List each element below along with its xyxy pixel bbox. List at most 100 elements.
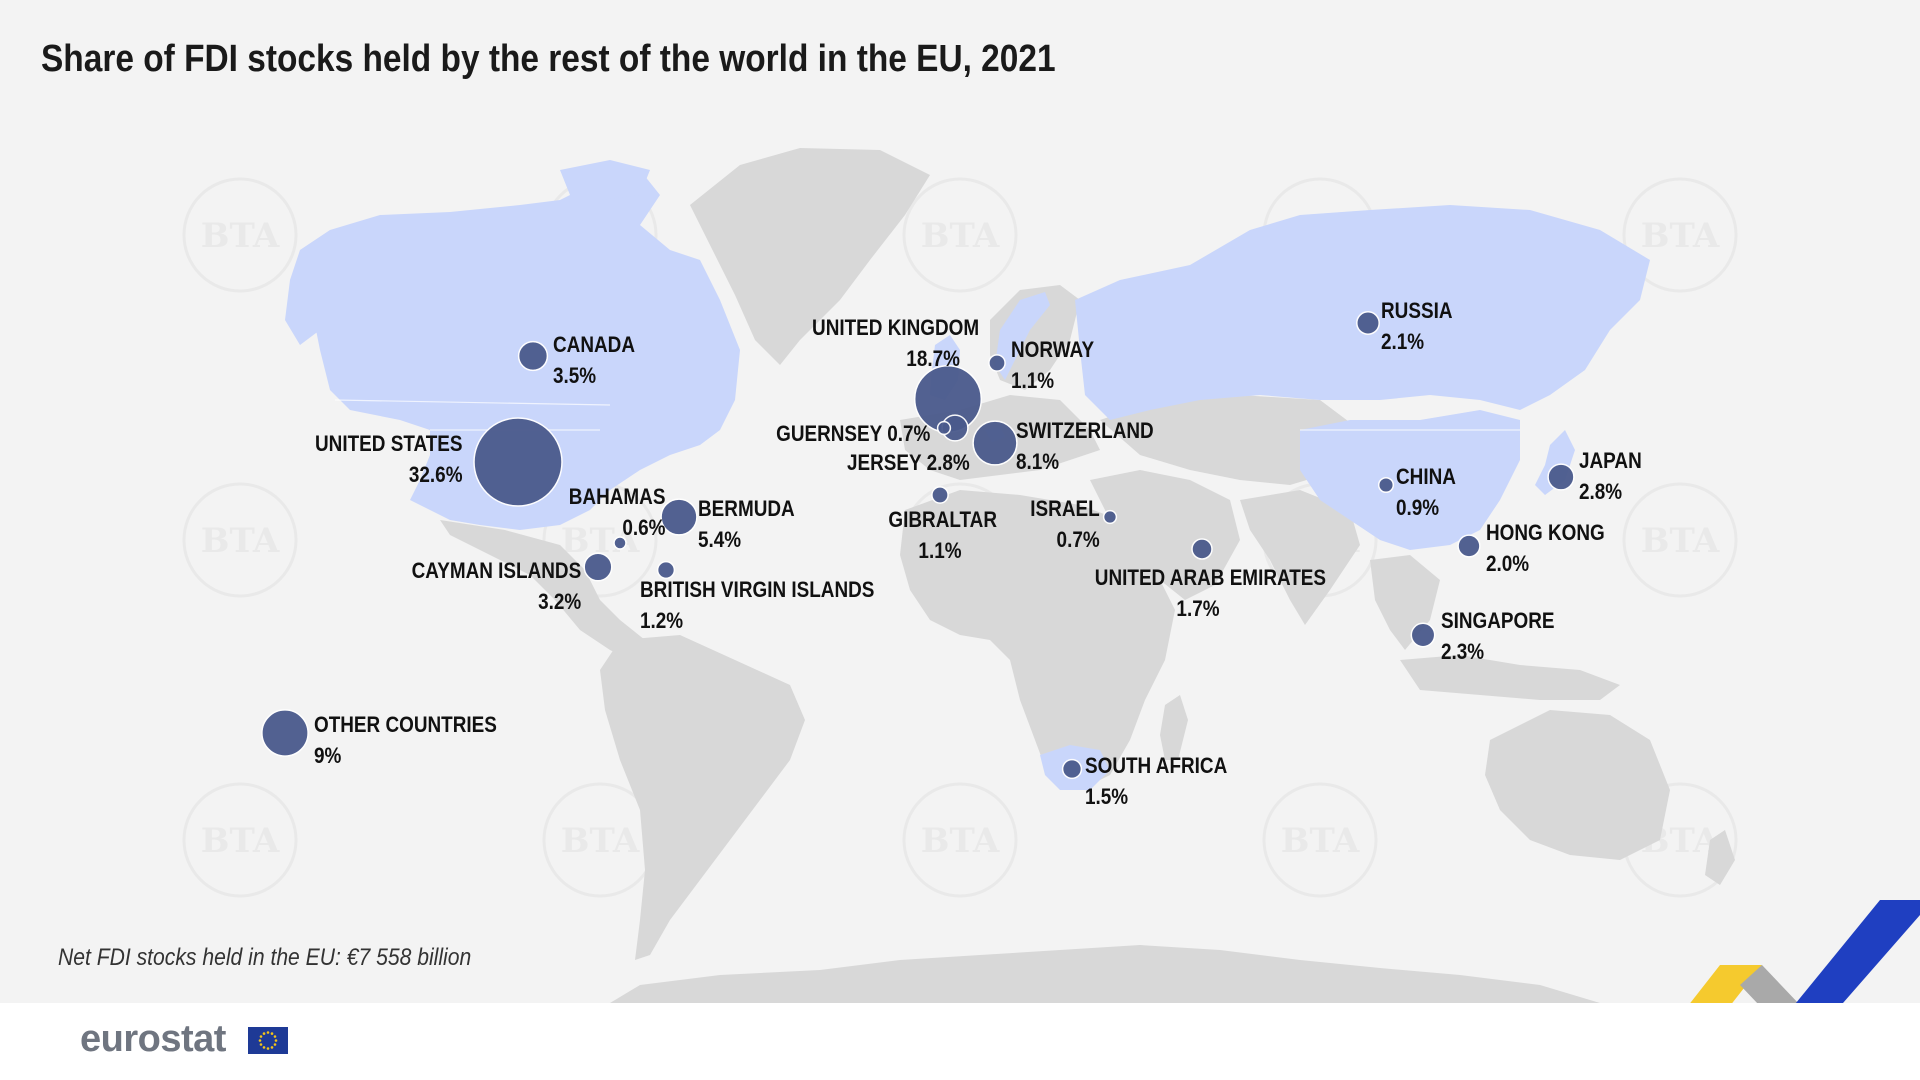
label-united-kingdom-name: UNITED KINGDOM (812, 315, 980, 340)
bubble-other-countries (261, 709, 309, 757)
label-gibraltar-name: GIBRALTAR (888, 507, 998, 532)
label-china-name: CHINA (1396, 464, 1456, 489)
label-israel: ISRAEL 0.7% (1031, 493, 1100, 555)
label-norway-name: NORWAY (1011, 337, 1095, 362)
india-shape (1240, 490, 1360, 625)
bubble-gibraltar (931, 486, 949, 504)
label-british-virgin-islands-value: 1.2% (640, 608, 684, 633)
bubble-canada (517, 340, 549, 372)
bubble-norway (988, 354, 1006, 372)
label-british-virgin-islands-name: BRITISH VIRGIN ISLANDS (640, 577, 875, 602)
label-israel-name: ISRAEL (1030, 496, 1100, 521)
label-jersey-value: 2.8% (926, 450, 970, 475)
watermark-text: BTA (921, 216, 1000, 256)
alaska-shape (285, 230, 340, 345)
eurostat-logo: eurostat (80, 1018, 226, 1060)
label-hong-kong-value: 2.0% (1486, 551, 1530, 576)
bubble-bermuda (660, 498, 698, 536)
label-russia-value: 2.1% (1381, 329, 1425, 354)
label-hong-kong-name: HONG KONG (1486, 520, 1605, 545)
arctic-islands-shape (560, 160, 650, 200)
label-other-countries: OTHER COUNTRIES 9% (314, 709, 497, 771)
label-switzerland-value: 8.1% (1016, 449, 1060, 474)
label-canada: CANADA 3.5% (553, 329, 635, 391)
bubble-china (1377, 476, 1395, 494)
label-canada-name: CANADA (553, 332, 635, 357)
bubble-united-states (473, 417, 563, 507)
africa-shape (900, 490, 1175, 790)
watermark-text: BTA (1281, 821, 1360, 861)
label-guernsey: GUERNSEY 0.7% (776, 418, 930, 449)
watermark-text: BTA (201, 821, 280, 861)
bubble-south-africa (1061, 758, 1083, 780)
central-asia-shape (1100, 395, 1360, 485)
bubble-switzerland (972, 420, 1018, 466)
label-united-states-value: 32.6% (409, 462, 463, 487)
label-united-arab-emirates-value: 1.7% (1176, 596, 1220, 621)
label-cayman-islands: CAYMAN ISLANDS 3.2% (411, 555, 581, 617)
label-jersey: JERSEY 2.8% (847, 447, 970, 478)
label-bermuda-value: 5.4% (698, 527, 742, 552)
label-japan: JAPAN 2.8% (1579, 445, 1642, 507)
label-united-arab-emirates: UNITED ARAB EMIRATES 1.7% (1094, 562, 1327, 624)
bubble-hong-kong (1457, 534, 1481, 558)
indonesia-shape (1400, 655, 1620, 700)
middle-east-shape (1090, 470, 1240, 600)
label-cayman-islands-value: 3.2% (537, 589, 581, 614)
label-gibraltar-value: 1.1% (918, 538, 962, 563)
australia-shape (1485, 710, 1670, 860)
footnote: Net FDI stocks held in the EU: €7 558 bi… (58, 944, 472, 971)
watermark-text: BTA (561, 821, 640, 861)
label-south-africa: SOUTH AFRICA 1.5% (1085, 750, 1227, 812)
label-israel-value: 0.7% (1056, 527, 1100, 552)
label-guernsey-name: GUERNSEY (775, 421, 882, 446)
label-china-value: 0.9% (1396, 495, 1440, 520)
watermark-text: BTA (1641, 216, 1720, 256)
watermark-text: BTA (921, 821, 1000, 861)
bubble-russia (1356, 311, 1380, 335)
label-gibraltar: GIBRALTAR 1.1% (888, 504, 998, 566)
antarctica-shape (610, 945, 1600, 1003)
south-america-shape (600, 635, 805, 960)
norway-shape (995, 292, 1050, 380)
bubble-singapore (1410, 622, 1436, 648)
label-united-kingdom-value: 18.7% (906, 346, 960, 371)
label-other-countries-value: 9% (314, 743, 342, 768)
label-hong-kong: HONG KONG 2.0% (1486, 517, 1605, 579)
label-singapore: SINGAPORE 2.3% (1441, 605, 1555, 667)
label-china: CHINA 0.9% (1396, 461, 1456, 523)
label-south-africa-name: SOUTH AFRICA (1085, 753, 1228, 778)
label-cayman-islands-name: CAYMAN ISLANDS (411, 558, 581, 583)
bubble-cayman-islands (583, 552, 613, 582)
watermark-text: BTA (201, 521, 280, 561)
bubble-israel (1102, 509, 1118, 525)
label-switzerland: SWITZERLAND 8.1% (1016, 415, 1154, 477)
label-russia: RUSSIA 2.1% (1381, 295, 1452, 357)
label-singapore-name: SINGAPORE (1441, 608, 1555, 633)
label-bermuda-name: BERMUDA (698, 496, 795, 521)
bubble-japan (1547, 463, 1575, 491)
bubble-bahamas (613, 536, 627, 550)
label-united-kingdom: UNITED KINGDOM 18.7% (812, 312, 980, 374)
central-america-shape (440, 520, 660, 665)
watermark-text: BTA (1641, 521, 1720, 561)
label-bermuda: BERMUDA 5.4% (698, 493, 795, 555)
label-bahamas-name: BAHAMAS (568, 484, 665, 509)
page-title: Share of FDI stocks held by the rest of … (41, 38, 1056, 80)
label-canada-value: 3.5% (553, 363, 597, 388)
label-bahamas: BAHAMAS 0.6% (568, 481, 665, 543)
label-jersey-name: JERSEY (847, 450, 922, 475)
bubble-british-virgin-islands (656, 560, 676, 580)
label-switzerland-name: SWITZERLAND (1016, 418, 1154, 443)
new-zealand-shape (1705, 830, 1735, 885)
watermark-text: BTA (201, 216, 280, 256)
madagascar-shape (1160, 695, 1188, 760)
bubble-united-arab-emirates (1191, 538, 1213, 560)
label-united-arab-emirates-name: UNITED ARAB EMIRATES (1094, 565, 1327, 590)
label-singapore-value: 2.3% (1441, 639, 1485, 664)
label-norway: NORWAY 1.1% (1011, 334, 1094, 396)
eu-flag-icon (248, 1027, 288, 1054)
china-shape (1300, 410, 1520, 550)
bubble-layer (261, 311, 1575, 780)
label-japan-value: 2.8% (1579, 479, 1623, 504)
